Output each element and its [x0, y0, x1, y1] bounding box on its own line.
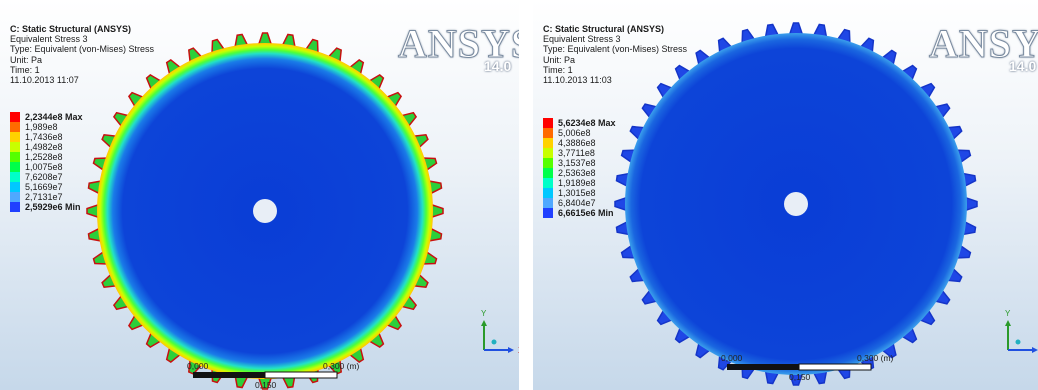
- legend-label: 2,7131e7: [25, 192, 63, 202]
- legend-swatch: [543, 118, 553, 128]
- ansys-logo: ANSYS: [928, 21, 1038, 67]
- legend-swatch: [543, 198, 553, 208]
- z-axis-dot: [1015, 339, 1021, 345]
- result-type: Type: Equivalent (von-Mises) Stress: [543, 44, 688, 55]
- result-type: Type: Equivalent (von-Mises) Stress: [10, 44, 155, 55]
- scale-start-label: 0,000: [187, 361, 209, 371]
- legend-swatch: [10, 132, 20, 142]
- ansys-logo: ANSYS: [397, 21, 519, 67]
- viewport-right[interactable]: 0,000 0,300 (m) 0,150 Y C: Static Structura…: [533, 0, 1038, 390]
- result-info-right: C: Static Structural (ANSYS) Equivalent …: [543, 24, 687, 85]
- analysis-title: C: Static Structural (ANSYS): [543, 24, 665, 34]
- legend-swatch: [10, 142, 20, 152]
- scale-bar-white: [264, 371, 338, 379]
- legend-swatch: [10, 122, 20, 132]
- legend-swatch: [543, 158, 553, 168]
- legend-swatch: [543, 128, 553, 138]
- legend-label: 1,0075e8: [25, 162, 63, 172]
- result-unit: Unit: Pa: [10, 54, 43, 65]
- legend-swatch: [10, 202, 20, 212]
- legend-label: 6,8404e7: [558, 198, 596, 208]
- legend-swatch: [10, 182, 20, 192]
- legend-swatch: [543, 138, 553, 148]
- scale-bar-black: [727, 364, 799, 370]
- legend-label: 7,6208e7: [25, 172, 63, 182]
- scale-start-label: 0,000: [721, 353, 743, 363]
- result-date: 11.10.2013 11:03: [543, 75, 612, 86]
- legend-max: 5,6234e8 Max: [558, 118, 616, 128]
- legend-label: 4,3886e8: [558, 138, 596, 148]
- result-date: 11.10.2013 11:07: [10, 75, 79, 86]
- result-name: Equivalent Stress 3: [10, 34, 88, 45]
- x-axis-arrow: [1032, 347, 1038, 353]
- version-label: 14.0: [484, 58, 512, 74]
- scale-end-label: 0,300 (m): [323, 361, 360, 371]
- x-axis-arrow: [508, 347, 514, 353]
- result-unit: Unit: Pa: [543, 54, 576, 65]
- scale-bar: 0,000 0,300 (m) 0,150: [187, 361, 360, 390]
- legend-label: 1,7436e8: [25, 132, 63, 142]
- legend-label: 5,006e8: [558, 128, 591, 138]
- legend-swatch: [10, 152, 20, 162]
- version-label: 14.0: [1009, 58, 1037, 74]
- gear-model-right[interactable]: 0,000 0,300 (m) 0,150 Y: [533, 0, 1038, 390]
- legend-swatch: [10, 162, 20, 172]
- scale-bar-black: [193, 372, 265, 378]
- legend-label: 5,1669e7: [25, 182, 63, 192]
- legend-swatch: [10, 112, 20, 122]
- legend-min: 6,6615e6 Min: [558, 208, 614, 218]
- x-axis-label: X: [518, 346, 519, 355]
- y-axis-arrow: [1005, 320, 1011, 326]
- legend-label: 1,4982e8: [25, 142, 63, 152]
- result-name: Equivalent Stress 3: [543, 34, 621, 45]
- scale-bar: 0,000 0,300 (m) 0,150: [721, 353, 894, 382]
- scale-end-label: 0,300 (m): [857, 353, 894, 363]
- legend-label: 1,2528e8: [25, 152, 63, 162]
- y-axis-arrow: [481, 320, 487, 326]
- legend-swatch: [543, 148, 553, 158]
- legend-swatch: [543, 208, 553, 218]
- legend-label: 1,9189e8: [558, 178, 596, 188]
- legend-swatch: [543, 188, 553, 198]
- axis-triad: YX: [481, 309, 519, 355]
- scale-bar-white: [798, 363, 872, 371]
- legend-swatch: [543, 178, 553, 188]
- center-hole: [253, 199, 277, 223]
- analysis-title: C: Static Structural (ANSYS): [10, 24, 132, 34]
- legend-label: 1,3015e8: [558, 188, 596, 198]
- axis-triad: Y: [1005, 309, 1038, 353]
- scale-mid-label: 0,150: [789, 372, 811, 382]
- legend-swatch: [10, 192, 20, 202]
- result-info-left: C: Static Structural (ANSYS) Equivalent …: [10, 24, 154, 85]
- legend-label: 1,989e8: [25, 122, 58, 132]
- y-axis-label: Y: [481, 309, 487, 318]
- result-time: Time: 1: [543, 64, 573, 75]
- y-axis-label: Y: [1005, 309, 1011, 318]
- z-axis-dot: [491, 339, 497, 345]
- legend-swatch: [543, 168, 553, 178]
- result-time: Time: 1: [10, 64, 40, 75]
- legend-label: 3,1537e8: [558, 158, 596, 168]
- legend-swatch: [10, 172, 20, 182]
- center-hole: [784, 192, 808, 216]
- legend-label: 2,5363e8: [558, 168, 596, 178]
- legend-min: 2,5929e6 Min: [25, 202, 81, 212]
- legend-label: 3,7711e8: [558, 148, 595, 158]
- scale-mid-label: 0,150: [255, 380, 277, 390]
- legend-max: 2,2344e8 Max: [25, 112, 83, 122]
